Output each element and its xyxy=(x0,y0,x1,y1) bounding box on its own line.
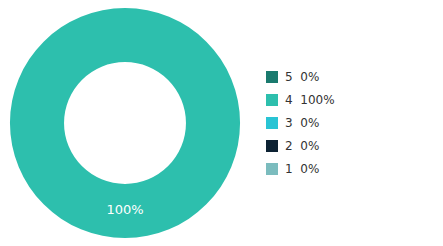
html-text:1 0%: 1 0% xyxy=(285,162,320,176)
svg-text:100%: 100% xyxy=(106,202,143,217)
html-text:2 0%: 2 0% xyxy=(285,139,320,153)
html-text:3 0%: 3 0% xyxy=(285,116,320,130)
html-text:5 0%: 5 0% xyxy=(285,70,320,84)
html-text:4 100%: 4 100% xyxy=(285,93,335,107)
